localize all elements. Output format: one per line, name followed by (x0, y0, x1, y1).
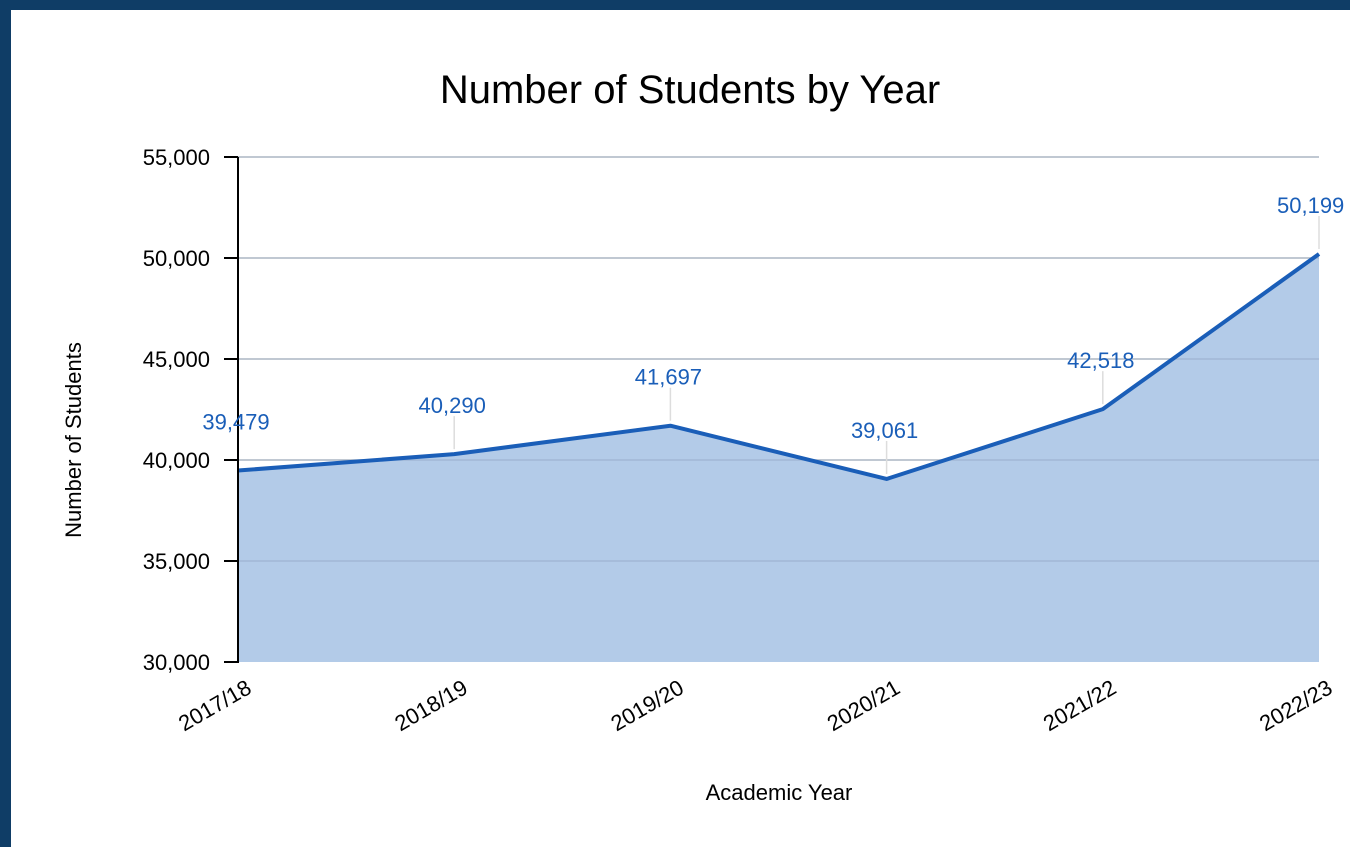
series-line (237, 252, 1321, 481)
y-axis-title: Number of Students (61, 342, 86, 538)
area-fill (238, 253, 1319, 662)
y-tick-label: 55,000 (143, 145, 210, 170)
data-label: 42,518 (1067, 348, 1134, 373)
data-label: 40,290 (419, 393, 486, 418)
data-labels: 39,479 40,290 41,697 39,061 42,518 50,199 (202, 193, 1344, 443)
data-label: 50,199 (1277, 193, 1344, 218)
y-tick-label: 50,000 (143, 246, 210, 271)
data-label: 41,697 (635, 365, 702, 390)
x-axis-tick-labels: 2017/18 2018/19 2019/20 2020/21 2021/22 2022/… (174, 675, 1336, 736)
y-tick-label: 45,000 (143, 347, 210, 372)
x-tick-label: 2017/18 (174, 675, 255, 736)
y-tick-label: 40,000 (143, 448, 210, 473)
chart-title: Number of Students by Year (440, 68, 940, 112)
y-axis-tick-labels: 30,000 35,000 40,000 45,000 50,000 55,000 (143, 145, 210, 675)
x-tick-label: 2018/19 (390, 675, 471, 736)
y-tick-label: 35,000 (143, 549, 210, 574)
y-axis-ticks (224, 156, 238, 663)
data-label: 39,479 (202, 410, 269, 435)
x-tick-label: 2019/20 (607, 675, 688, 736)
gridlines-overlay (238, 156, 1319, 562)
x-tick-label: 2020/21 (823, 675, 904, 736)
y-tick-label: 30,000 (143, 650, 210, 675)
x-tick-label: 2022/23 (1255, 675, 1336, 736)
data-label: 39,061 (851, 418, 918, 443)
x-tick-label: 2021/22 (1039, 675, 1120, 736)
x-axis-title: Academic Year (706, 780, 853, 805)
